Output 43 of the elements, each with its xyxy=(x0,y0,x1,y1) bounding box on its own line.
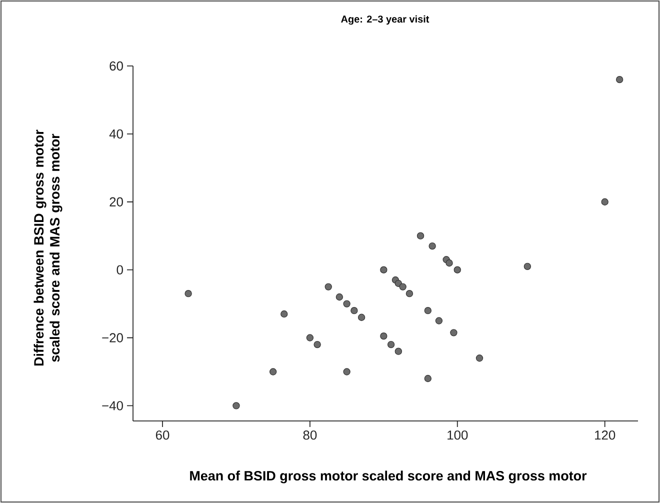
point xyxy=(424,306,432,314)
x-axis-title: Mean of BSID gross motor scaled score and MAS gross motor xyxy=(190,470,587,484)
point xyxy=(358,314,366,321)
point xyxy=(336,293,344,301)
y-tick-label: 0 xyxy=(116,265,123,274)
point xyxy=(343,300,350,308)
point xyxy=(269,368,277,376)
y-tick-label: 60 xyxy=(110,61,123,71)
point xyxy=(380,266,388,274)
x-tick-label: 100 xyxy=(448,430,468,440)
point xyxy=(424,374,432,382)
point xyxy=(184,290,192,298)
y-tick-label: 40 xyxy=(109,129,123,139)
x-tick-label: 120 xyxy=(595,430,616,440)
point xyxy=(343,368,350,376)
point xyxy=(232,402,240,410)
point xyxy=(350,306,358,314)
point xyxy=(314,340,321,348)
point xyxy=(446,259,453,267)
point xyxy=(406,290,414,298)
point xyxy=(616,76,624,84)
chart-title: Age: 2–3 year visit xyxy=(341,15,430,25)
point xyxy=(280,310,288,318)
point xyxy=(399,283,406,290)
point xyxy=(324,283,332,290)
point xyxy=(416,232,424,240)
point xyxy=(524,262,532,270)
x-tick-label: 80 xyxy=(303,430,317,440)
point xyxy=(306,334,314,342)
point xyxy=(450,329,458,336)
point xyxy=(476,354,484,362)
y-tick-label: 20 xyxy=(110,197,123,206)
y-tick-label: −20 xyxy=(102,333,123,342)
point xyxy=(435,317,443,324)
point xyxy=(394,348,402,355)
point xyxy=(428,242,436,250)
point xyxy=(601,198,608,206)
y-tick-label: −40 xyxy=(102,401,123,410)
y-axis-title: Diffrence between BSID gross motor scaled score and MAS gross motor xyxy=(34,130,62,366)
point xyxy=(387,340,395,348)
x-tick-label: 60 xyxy=(156,430,170,440)
point xyxy=(380,332,388,340)
point xyxy=(454,266,461,274)
